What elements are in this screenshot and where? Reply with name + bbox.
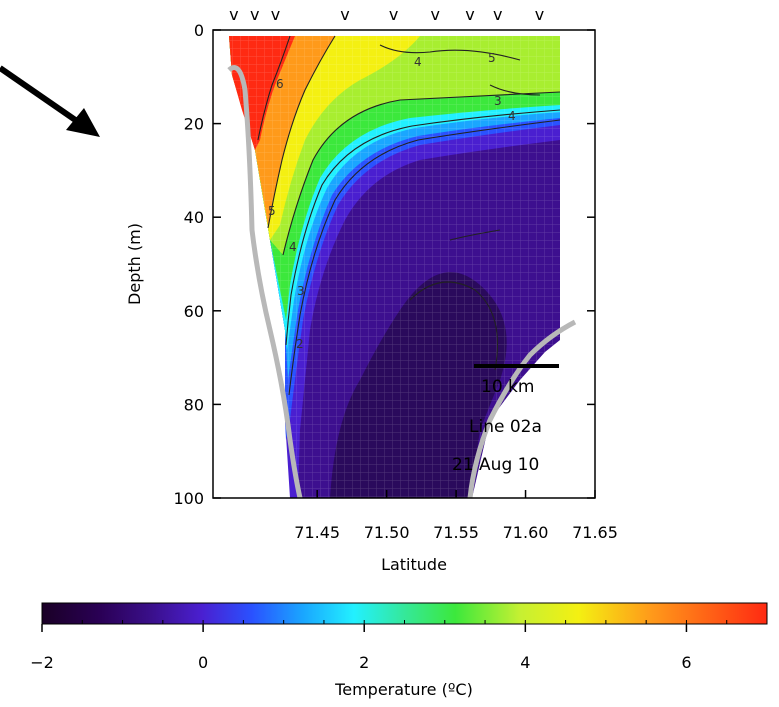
- station-marker: v: [389, 5, 398, 24]
- colorbar-tick-label: −2: [30, 653, 54, 672]
- y-axis: 0 20 40 60 80 100: [173, 21, 595, 508]
- contour-label: 2: [296, 337, 304, 351]
- station-marker: v: [229, 5, 238, 24]
- y-tick-label: 100: [173, 489, 204, 508]
- x-tick-label: 71.45: [294, 523, 340, 542]
- contour-label: 4: [289, 240, 297, 254]
- contour-label: 3: [494, 94, 502, 108]
- contour-label: 5: [268, 204, 276, 218]
- station-marker: v: [431, 5, 440, 24]
- x-axis: 71.45 71.50 71.55 71.60 71.65: [294, 490, 618, 542]
- x-axis-title: Latitude: [381, 555, 447, 574]
- contour-lines: [257, 35, 561, 396]
- y-tick-label: 60: [184, 302, 204, 321]
- station-marker: v: [465, 5, 474, 24]
- x-tick-label: 71.60: [503, 523, 549, 542]
- plot-frame: [212, 29, 596, 499]
- colorbar-ticks: −2 0 2 4 6: [30, 620, 768, 672]
- station-marker: v: [340, 5, 349, 24]
- y-tick-label: 80: [184, 395, 204, 414]
- station-marker: v: [271, 5, 280, 24]
- contour-label: 4: [414, 55, 422, 69]
- date-label: 21 Aug 10: [452, 455, 539, 475]
- line-label: Line 02a: [469, 417, 542, 437]
- colorbar-title: Temperature (ºC): [334, 680, 473, 699]
- y-tick-label: 0: [194, 21, 204, 40]
- contour-label: 4: [508, 109, 516, 123]
- pointer-arrow: [0, 65, 100, 137]
- contour-label: 5: [488, 51, 496, 65]
- x-tick-label: 71.50: [364, 523, 410, 542]
- x-tick-label: 71.55: [433, 523, 479, 542]
- y-tick-label: 40: [184, 208, 204, 227]
- station-marker: v: [250, 5, 259, 24]
- x-tick-label: 71.65: [572, 523, 618, 542]
- bathymetry-right: [467, 319, 577, 498]
- y-axis-title: Depth (m): [125, 223, 144, 305]
- station-marker: v: [493, 5, 502, 24]
- colorbar-tick-label: 2: [359, 653, 369, 672]
- station-marker: v: [535, 5, 544, 24]
- colorbar-tick-label: 4: [520, 653, 530, 672]
- bathymetry-left: [227, 65, 303, 498]
- colorbar-tick-label: 6: [681, 653, 691, 672]
- colorbar-tick-label: 0: [198, 653, 208, 672]
- contour-label: 6: [276, 77, 284, 91]
- contour-label: 3: [297, 284, 305, 298]
- scale-bar-label: 10 km: [481, 377, 534, 397]
- y-tick-label: 20: [184, 115, 204, 134]
